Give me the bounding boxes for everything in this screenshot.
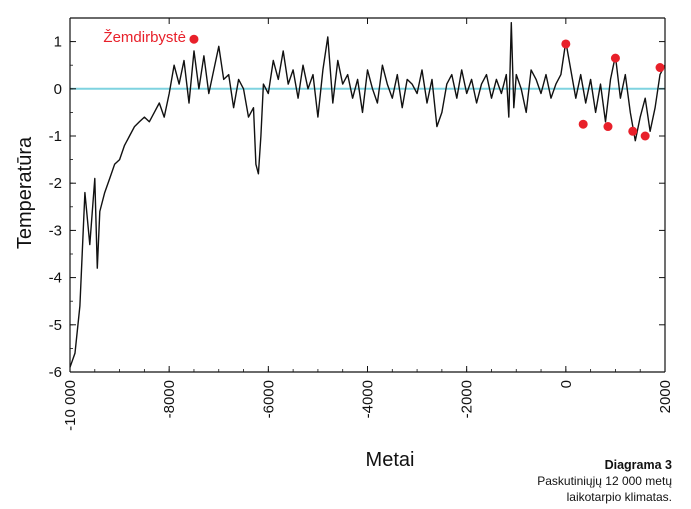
y-axis-title: Temperatūra bbox=[14, 136, 36, 249]
y-tick-label: -2 bbox=[49, 175, 62, 192]
caption-title: Diagrama 3 bbox=[604, 458, 672, 472]
data-marker bbox=[561, 39, 571, 49]
x-tick-label: 2000 bbox=[657, 380, 674, 413]
y-tick-label: 1 bbox=[54, 34, 62, 51]
annotation-label: Žemdirbystė bbox=[103, 29, 186, 46]
x-tick-label: -4000 bbox=[360, 380, 377, 418]
figure-caption: Diagrama 3 Paskutiniųjų 12 000 metų laik… bbox=[452, 457, 672, 505]
x-tick-label: -10 000 bbox=[62, 380, 79, 431]
x-axis: -10 000 -8000 -6000 -4000 -2000 0 2000 bbox=[62, 18, 674, 431]
y-tick-label: -3 bbox=[49, 222, 62, 239]
x-tick-label: -8000 bbox=[161, 380, 178, 418]
y-tick-label: 0 bbox=[54, 81, 62, 98]
series-line-0 bbox=[69, 22, 666, 368]
caption-line-2: laikotarpio klimatas. bbox=[566, 490, 672, 504]
x-tick-label: -2000 bbox=[459, 380, 476, 418]
caption-line-1: Paskutiniųjų 12 000 metų bbox=[537, 474, 672, 488]
x-tick-label: -6000 bbox=[260, 380, 277, 418]
y-tick-label: -4 bbox=[49, 270, 62, 287]
data-marker bbox=[655, 63, 665, 73]
plot-area bbox=[69, 17, 666, 373]
data-marker bbox=[189, 34, 199, 44]
y-axis: 1 0 -1 -2 -3 -4 -5 -6 bbox=[49, 17, 665, 381]
data-marker bbox=[628, 126, 638, 136]
x-axis-title: Metai bbox=[366, 449, 415, 471]
y-tick-label: -5 bbox=[49, 317, 62, 334]
data-marker bbox=[603, 122, 613, 132]
x-tick-label: 0 bbox=[558, 380, 575, 388]
y-tick-label: -1 bbox=[49, 128, 62, 145]
data-marker bbox=[578, 119, 588, 129]
data-marker bbox=[610, 53, 620, 63]
y-tick-label: -6 bbox=[49, 364, 62, 381]
data-marker bbox=[640, 131, 650, 141]
